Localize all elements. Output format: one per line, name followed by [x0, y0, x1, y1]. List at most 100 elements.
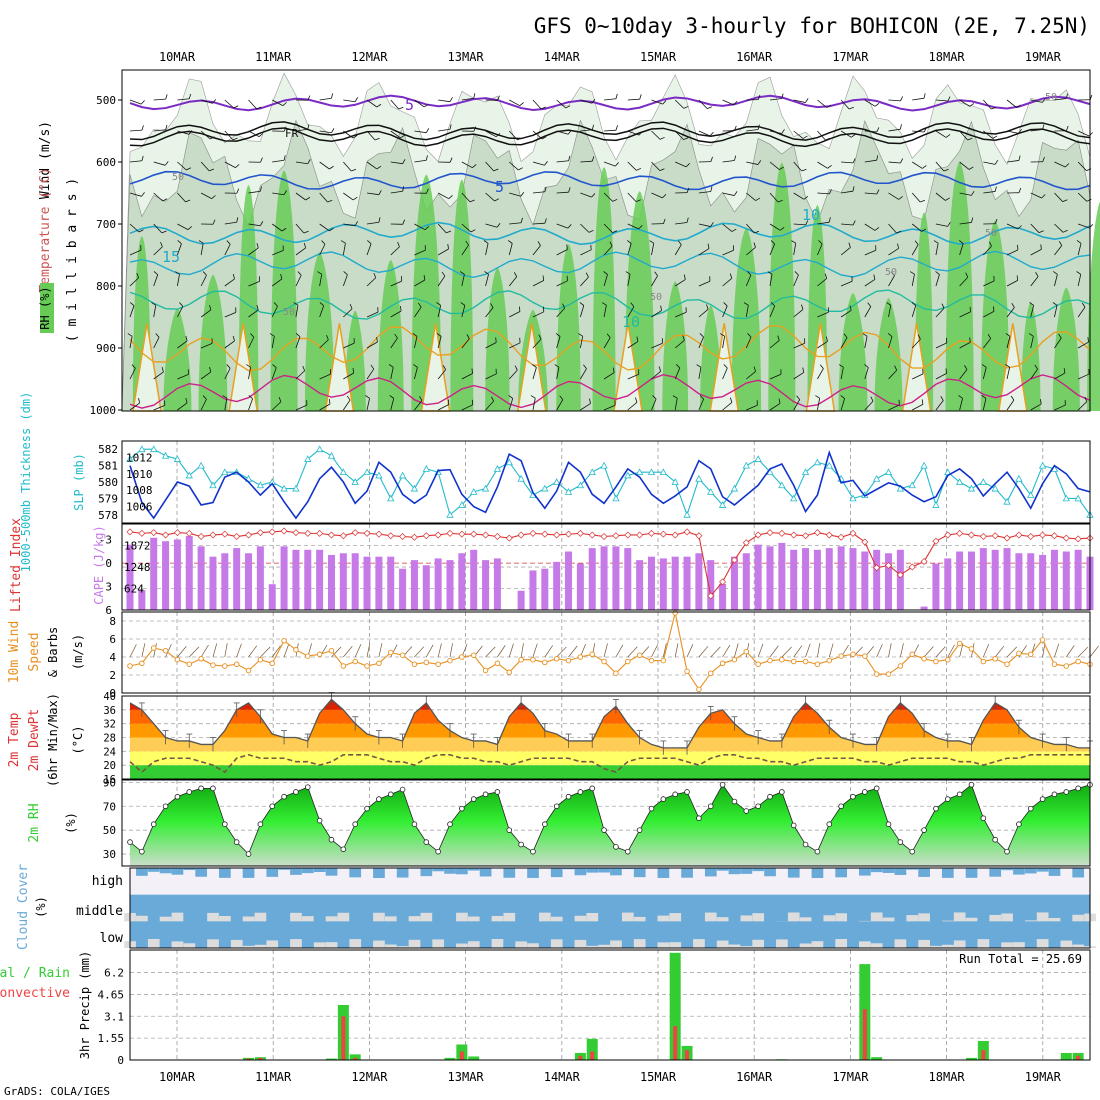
wind-barb [769, 340, 780, 349]
lifted-index-point [647, 529, 655, 537]
thickness-point [541, 484, 549, 492]
cloud-low-cell [776, 939, 788, 948]
wind-speed-point [411, 661, 418, 667]
wind-barb [390, 130, 401, 139]
date-label-top: 18MAR [929, 50, 966, 64]
thickness-point [849, 494, 857, 502]
cloud-high-cell [456, 868, 468, 875]
cloud-high-cell [242, 868, 255, 878]
wind-barb [509, 222, 522, 225]
wind-barb [911, 192, 921, 203]
cloud-mid-cell [550, 916, 563, 922]
cape-bar [612, 546, 620, 610]
wind-barb [366, 398, 370, 411]
wind-barb [793, 274, 799, 287]
cloud-mid-cell [408, 916, 421, 922]
cape-bar [754, 544, 762, 610]
wind-barb-flag [914, 240, 919, 245]
wind-barb [793, 342, 805, 349]
wind-barb-flag [870, 396, 874, 402]
wind-barb [912, 161, 923, 169]
slp-frame [121, 440, 1091, 524]
wind-barb-flag [352, 367, 355, 374]
wind-barb [366, 161, 378, 170]
wind-barb [509, 311, 521, 318]
thickness-point [470, 488, 478, 495]
cloud-low-cell [313, 942, 326, 948]
lifted-index-point [529, 529, 537, 537]
wind-barb [840, 280, 853, 287]
cloud-high-cell [1013, 868, 1025, 875]
date-label-bottom: 11MAR [255, 1070, 292, 1084]
wind-barb-flag [423, 274, 426, 281]
date-label-bottom: 18MAR [929, 1070, 966, 1084]
wind-barb [295, 404, 308, 411]
wind-barb [1077, 274, 1082, 287]
wind-barb-flag [537, 241, 541, 246]
wind-barb-flag [699, 333, 704, 338]
wind-barb-flag [349, 303, 353, 309]
wind-speed-point [470, 652, 477, 658]
cloud-low-cell [693, 939, 705, 948]
wind-barb-flag [568, 187, 571, 193]
wind-barb [579, 336, 584, 349]
lifted-index-point [885, 561, 893, 569]
wind-barb [414, 99, 425, 108]
cloud-mid-cell [787, 912, 800, 922]
wind-barb-flag [376, 103, 382, 108]
cloud-high-cell [882, 868, 895, 873]
thickness-point [695, 474, 703, 482]
wind-barb [200, 161, 210, 172]
wind-barb-flag [729, 397, 733, 403]
wind-barb-flag [864, 364, 869, 368]
contour-label: 5 [405, 96, 414, 114]
wind-speed-point [387, 649, 394, 656]
precip-convective-bar [590, 1051, 595, 1060]
wind-barb [414, 130, 427, 134]
contour-label: 5 [495, 178, 504, 196]
wind-barb-flag [862, 333, 868, 337]
wind-barb [817, 341, 828, 349]
wind-barb [224, 99, 235, 109]
rh-contour-label: 50 [283, 307, 295, 318]
wind-barb-flag [852, 158, 856, 164]
wind-barb [674, 99, 685, 109]
wind-speed-point [139, 660, 145, 667]
wind-barb-flag [378, 190, 382, 195]
rh-point [696, 815, 702, 822]
wind-barb-flag [729, 273, 733, 279]
wind-speed-point [814, 661, 821, 667]
rh-contour-label: 50 [650, 292, 662, 303]
wind-barb [983, 280, 995, 287]
wind-speed-point [542, 659, 548, 666]
wind-barb [912, 404, 924, 411]
wind-barb-flag [141, 125, 144, 131]
lifted-index-point [375, 530, 383, 538]
wind-speed-point [885, 671, 892, 677]
wind-barb [177, 223, 189, 230]
thickness-point [221, 468, 229, 476]
wind-barb-flag [151, 302, 157, 306]
wind-barb [959, 342, 971, 349]
wind-barb [769, 161, 780, 170]
rh-contour-label: 50 [885, 267, 897, 278]
rh-tick-label: 90 [103, 776, 116, 789]
rh-point [636, 827, 643, 833]
wind-barb [461, 373, 473, 380]
cape-bar [1015, 553, 1023, 610]
wind-speed-point [755, 661, 761, 667]
wind-barb-flag [778, 398, 781, 404]
wind-barb-flag [588, 229, 594, 233]
wind-barb-flag [398, 106, 404, 110]
rh-point [589, 785, 596, 792]
wind-barb [509, 99, 521, 107]
cape-bar [766, 546, 774, 610]
cape-bar [316, 549, 324, 610]
lifted-index-point [1062, 534, 1070, 542]
wind-barb-flag [921, 228, 927, 232]
wind-barb [888, 223, 897, 234]
wind-barb-flag [436, 333, 442, 337]
wind-barb [674, 367, 681, 380]
wind-barb-flag [508, 395, 513, 399]
wind-barb [864, 130, 877, 133]
